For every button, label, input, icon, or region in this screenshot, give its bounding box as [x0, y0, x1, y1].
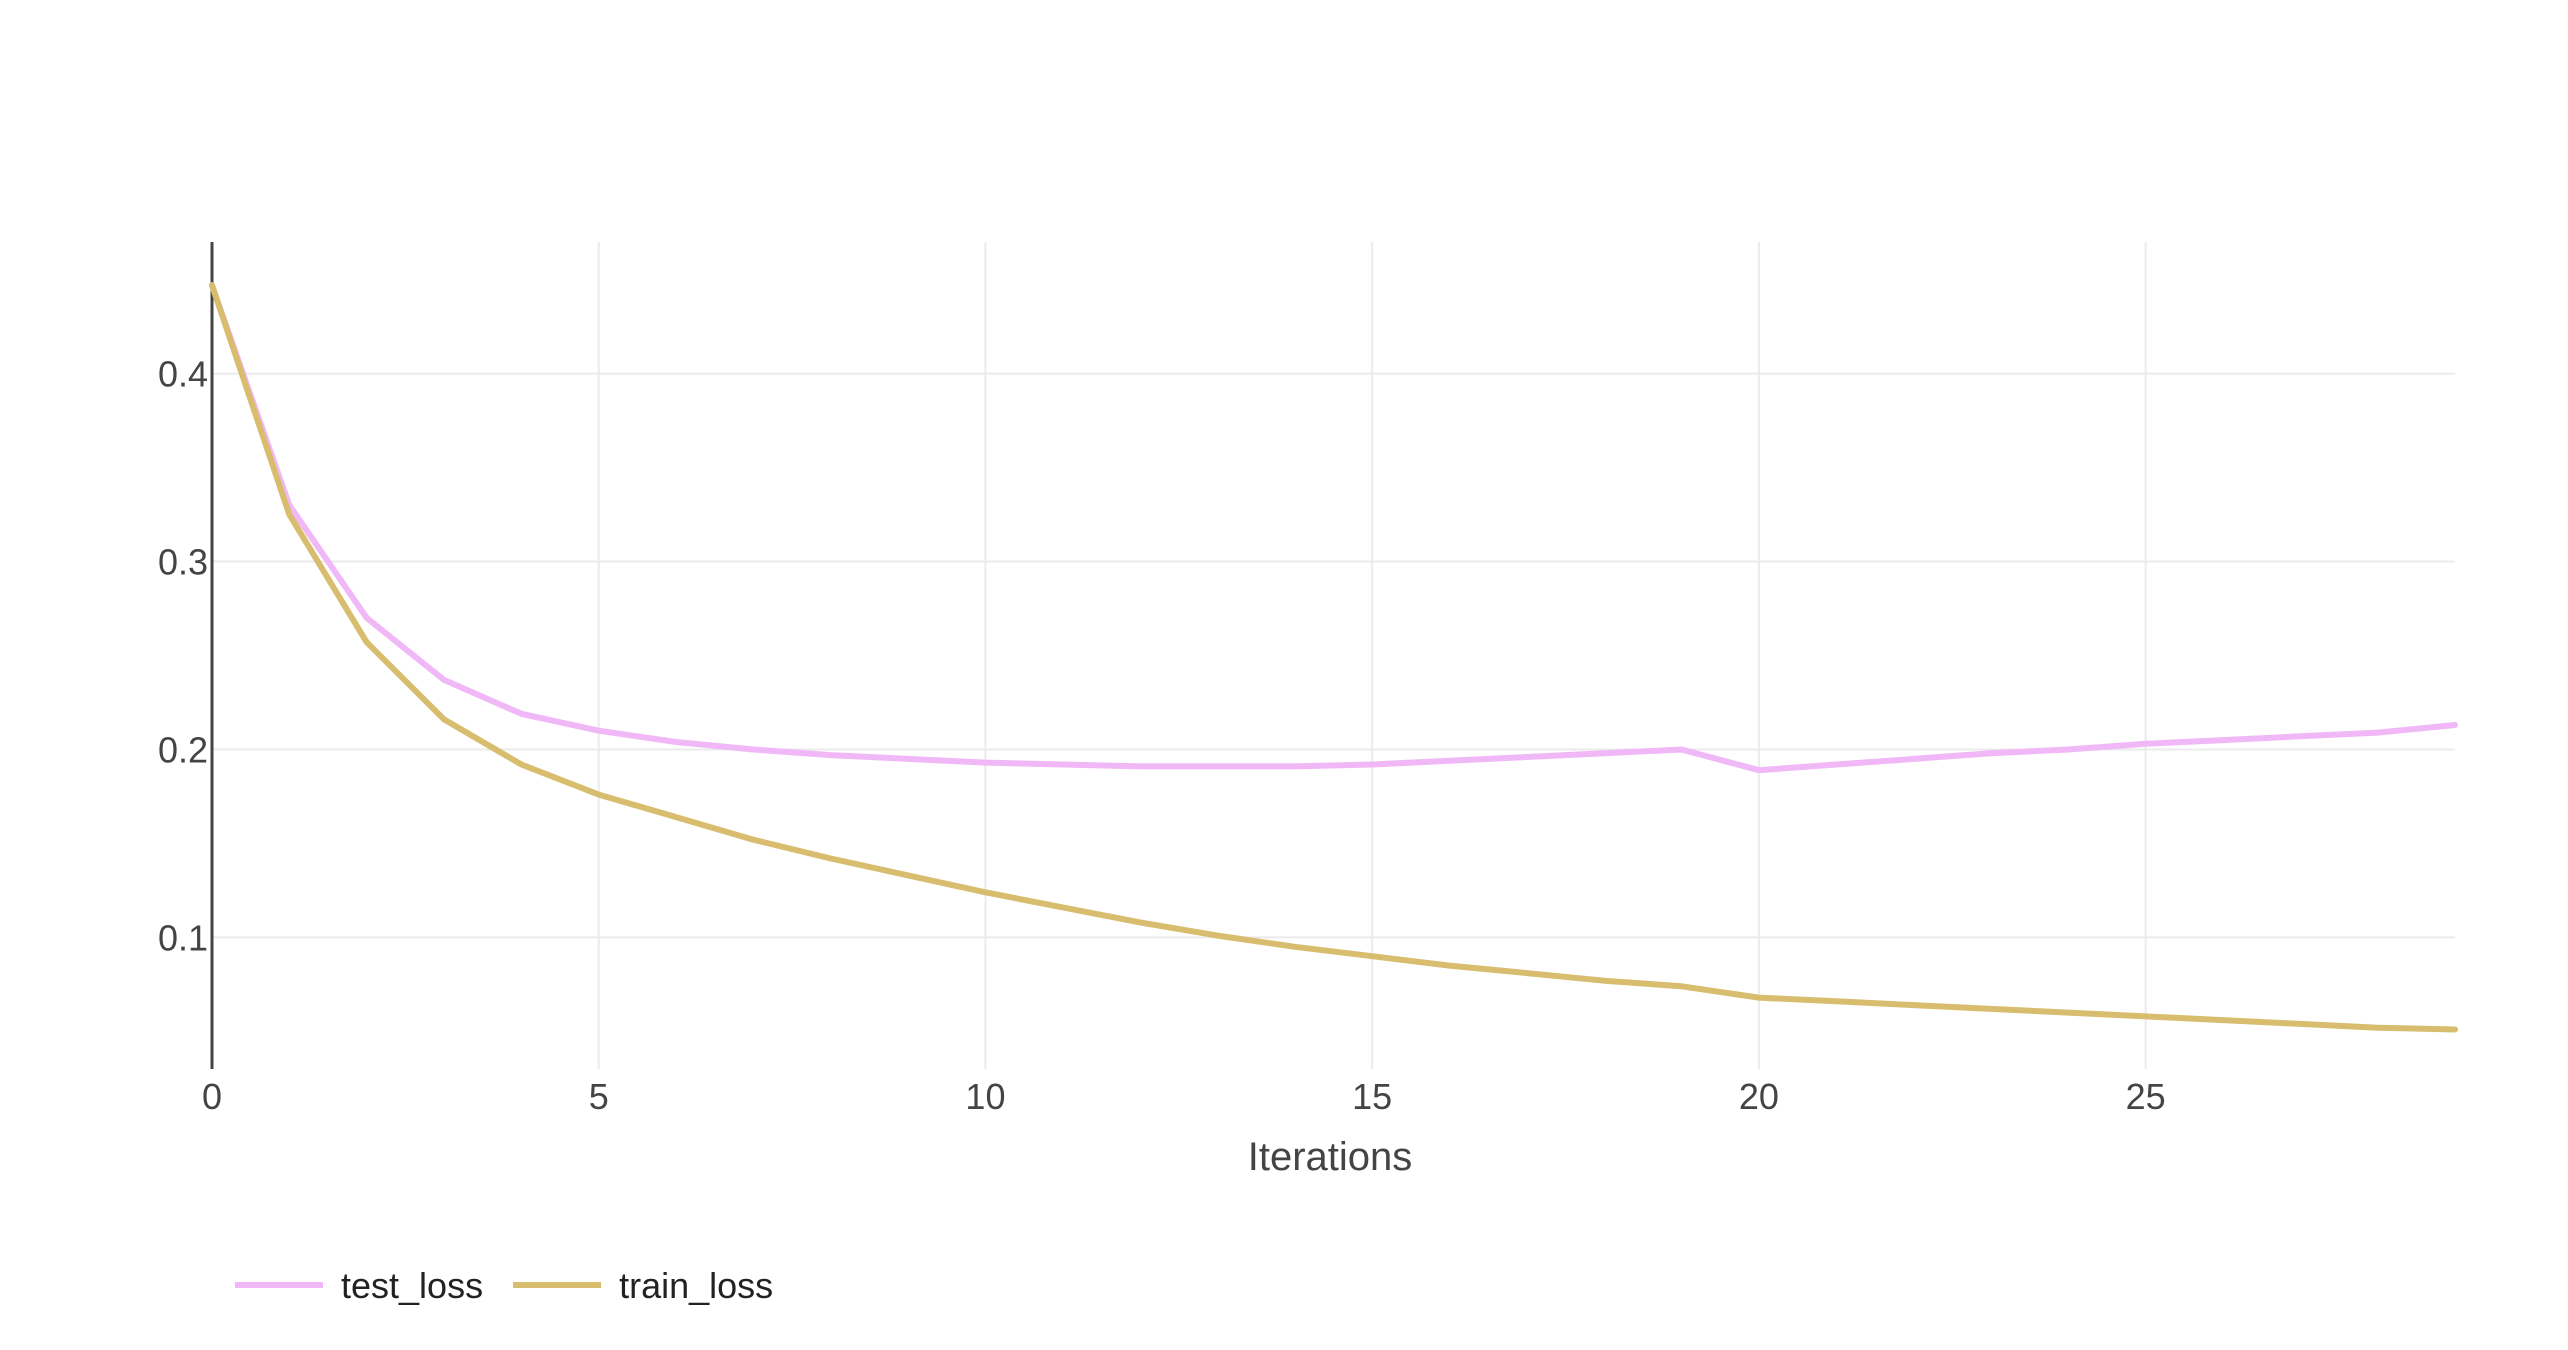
legend-label: train_loss	[619, 1265, 773, 1306]
y-tick-label: 0.2	[158, 729, 208, 770]
legend[interactable]: test_loss train_loss	[235, 1265, 773, 1306]
series-line-test-loss	[209, 282, 2458, 774]
x-axis-title: Iterations	[1248, 1135, 1413, 1179]
series-lines	[209, 282, 2458, 1033]
x-tick-labels: 0 5 10 15 20 25	[202, 1076, 2166, 1117]
legend-item-test-loss[interactable]: test_loss	[235, 1265, 483, 1306]
y-tick-labels: 0.1 0.2 0.3 0.4	[158, 354, 208, 959]
y-tick-label: 0.4	[158, 354, 208, 395]
x-tick-label: 15	[1352, 1076, 1392, 1117]
x-tick-label: 0	[202, 1076, 222, 1117]
legend-label: test_loss	[341, 1265, 483, 1306]
y-tick-label: 0.1	[158, 917, 208, 958]
x-tick-label: 5	[589, 1076, 609, 1117]
legend-item-train-loss[interactable]: train_loss	[513, 1265, 773, 1306]
grid-lines	[212, 242, 2455, 1069]
x-tick-label: 25	[2126, 1076, 2166, 1117]
y-tick-label: 0.3	[158, 542, 208, 583]
x-tick-label: 10	[965, 1076, 1005, 1117]
series-line-train-loss	[209, 282, 2458, 1033]
x-tick-label: 20	[1739, 1076, 1779, 1117]
